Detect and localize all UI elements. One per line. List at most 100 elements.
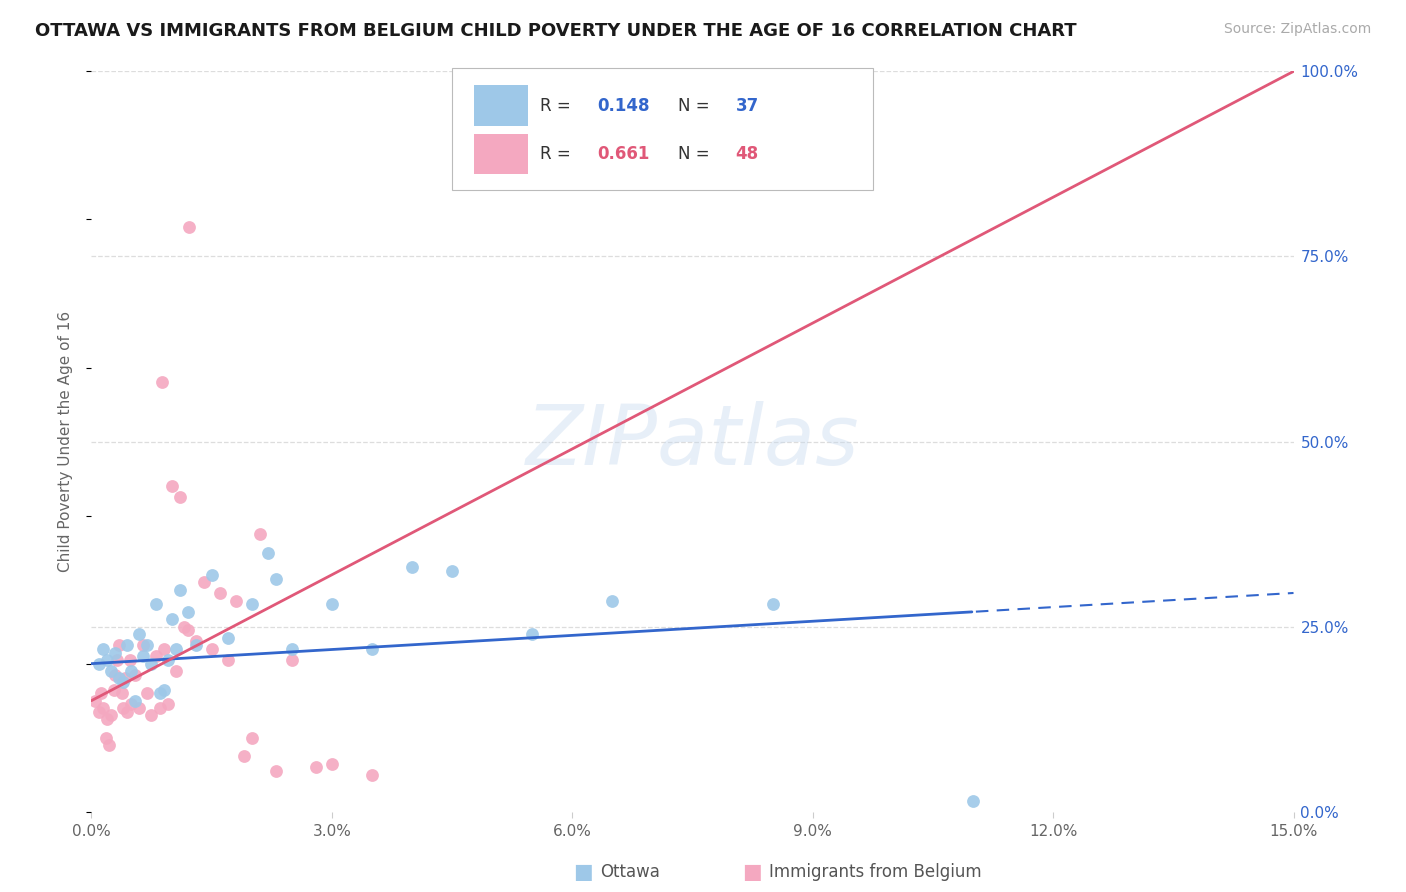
Point: [217, 653, 239, 667]
Point: [602, 593, 624, 607]
Point: [141, 657, 163, 671]
Bar: [474, 134, 527, 174]
Point: [145, 598, 167, 612]
Point: [321, 598, 343, 612]
Point: [305, 760, 328, 774]
Point: [84, 694, 107, 708]
Point: [201, 641, 224, 656]
Point: [104, 646, 127, 660]
Point: [145, 649, 167, 664]
Point: [93, 641, 115, 656]
Point: [128, 701, 150, 715]
Text: N =: N =: [678, 145, 714, 163]
Text: Immigrants from Belgium: Immigrants from Belgium: [769, 863, 981, 881]
Point: [321, 756, 343, 771]
Point: [114, 672, 136, 686]
Point: [117, 638, 139, 652]
Text: N =: N =: [678, 97, 714, 115]
Text: Source: ZipAtlas.com: Source: ZipAtlas.com: [1223, 22, 1371, 37]
Point: [141, 708, 163, 723]
Point: [520, 627, 543, 641]
Point: [93, 701, 115, 715]
Point: [132, 649, 155, 664]
Point: [360, 641, 382, 656]
Point: [128, 627, 150, 641]
Point: [98, 738, 121, 752]
Point: [148, 701, 170, 715]
Point: [121, 664, 143, 678]
Point: [152, 682, 174, 697]
Point: [156, 698, 179, 712]
Point: [762, 598, 785, 612]
Point: [89, 657, 111, 671]
Point: [281, 653, 304, 667]
Point: [160, 479, 183, 493]
Point: [169, 582, 191, 597]
Point: [169, 490, 191, 504]
FancyBboxPatch shape: [451, 68, 873, 190]
Bar: [474, 86, 527, 126]
Point: [201, 567, 224, 582]
Point: [136, 638, 159, 652]
Point: [104, 667, 127, 681]
Point: [441, 564, 464, 578]
Point: [124, 694, 146, 708]
Point: [281, 641, 304, 656]
Point: [256, 546, 278, 560]
Point: [100, 664, 122, 678]
Point: [179, 219, 201, 234]
Text: OTTAWA VS IMMIGRANTS FROM BELGIUM CHILD POVERTY UNDER THE AGE OF 16 CORRELATION : OTTAWA VS IMMIGRANTS FROM BELGIUM CHILD …: [35, 22, 1077, 40]
Y-axis label: Child Poverty Under the Age of 16: Child Poverty Under the Age of 16: [58, 311, 73, 572]
Text: ZIPatlas: ZIPatlas: [526, 401, 859, 482]
Point: [108, 672, 131, 686]
Text: R =: R =: [540, 145, 576, 163]
Text: 0.148: 0.148: [598, 97, 650, 115]
Point: [103, 682, 125, 697]
Text: R =: R =: [540, 97, 576, 115]
Point: [96, 653, 118, 667]
Point: [184, 634, 207, 648]
Point: [150, 376, 173, 390]
Point: [962, 794, 984, 808]
Point: [108, 638, 131, 652]
Point: [240, 731, 263, 745]
Point: [117, 705, 139, 719]
Point: [249, 527, 271, 541]
Point: [165, 641, 187, 656]
Point: [112, 675, 135, 690]
Point: [240, 598, 263, 612]
Point: [118, 653, 141, 667]
Point: [401, 560, 423, 574]
Point: [100, 708, 122, 723]
Point: [96, 712, 118, 726]
Point: [148, 686, 170, 700]
Point: [165, 664, 187, 678]
Point: [105, 653, 128, 667]
Point: [152, 641, 174, 656]
Point: [136, 686, 159, 700]
Point: [111, 686, 134, 700]
Point: [89, 705, 111, 719]
Point: [90, 686, 112, 700]
Text: ■: ■: [574, 863, 593, 882]
Point: [232, 749, 254, 764]
Point: [112, 701, 135, 715]
Point: [225, 593, 247, 607]
Point: [156, 653, 179, 667]
Text: 0.661: 0.661: [598, 145, 650, 163]
Point: [176, 624, 198, 638]
Point: [173, 619, 195, 633]
Point: [217, 631, 239, 645]
Point: [264, 764, 287, 778]
Point: [264, 572, 287, 586]
Point: [208, 586, 231, 600]
Point: [124, 667, 146, 681]
Text: 37: 37: [735, 97, 759, 115]
Text: ■: ■: [742, 863, 762, 882]
Point: [160, 612, 183, 626]
Point: [132, 638, 155, 652]
Point: [360, 767, 382, 781]
Point: [176, 605, 198, 619]
Point: [121, 698, 143, 712]
Point: [94, 731, 117, 745]
